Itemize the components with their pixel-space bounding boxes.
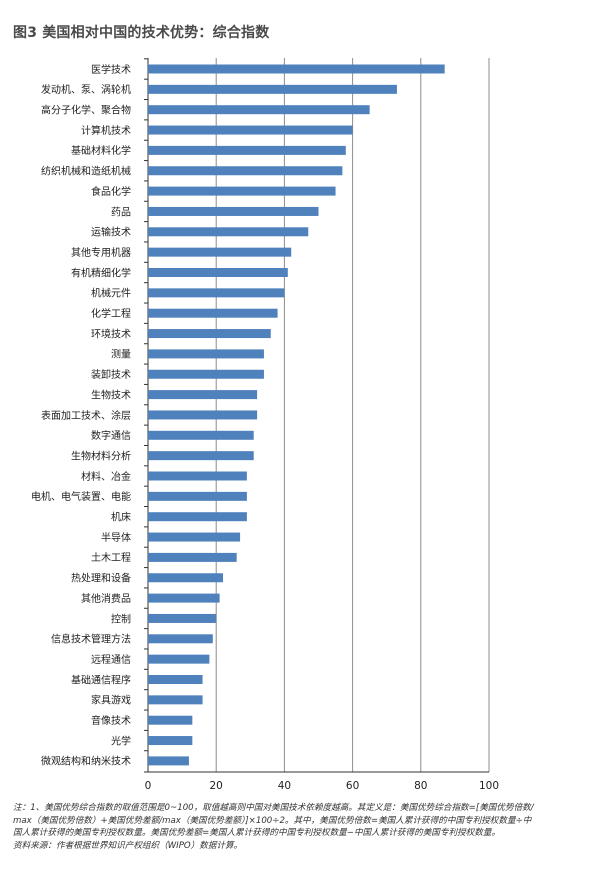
bar	[148, 145, 346, 155]
category-label: 数字通信	[91, 429, 131, 442]
bar	[148, 410, 258, 420]
bar	[148, 430, 254, 440]
category-label: 纺织机械和造纸机械	[41, 165, 131, 178]
category-label: 微观结构和纳米技术	[41, 755, 131, 768]
bar	[148, 288, 285, 298]
category-label: 控制	[111, 612, 131, 625]
bar	[148, 532, 241, 542]
x-tick-label: 100	[479, 780, 499, 792]
category-label: 电机、电气装置、电能	[31, 490, 131, 503]
bar-chart: 医学技术发动机、泵、涡轮机高分子化学、聚合物计算机技术基础材料化学纺织机械和造纸…	[31, 58, 499, 792]
category-label: 环境技术	[91, 327, 131, 340]
category-label: 有机精细化学	[71, 266, 131, 279]
category-label: 生物材料分析	[71, 449, 131, 462]
bar	[148, 736, 193, 746]
bar	[148, 369, 264, 379]
category-label: 测量	[111, 348, 131, 361]
bar	[148, 715, 193, 725]
category-label: 装卸技术	[91, 368, 131, 381]
bar	[148, 451, 254, 461]
bar	[148, 675, 203, 684]
category-label: 化学工程	[91, 307, 131, 320]
bar	[148, 512, 247, 522]
bar	[148, 105, 370, 115]
x-tick-label: 80	[414, 780, 427, 792]
bar	[148, 247, 292, 257]
bar	[148, 552, 237, 562]
source-line: 资料来源：作者根据世界知识产权组织（WIPO）数据计算。	[13, 840, 243, 851]
chart-title: 图3 美国相对中国的技术优势：综合指数	[13, 25, 270, 41]
bar	[148, 268, 288, 277]
bar	[148, 166, 343, 176]
bar	[148, 84, 397, 94]
category-label: 半导体	[101, 531, 131, 544]
bar	[148, 125, 353, 135]
category-label: 运输技术	[91, 226, 131, 239]
category-label: 信息技术管理方法	[51, 633, 131, 646]
category-label: 医学技术	[91, 63, 131, 76]
bar	[148, 206, 319, 216]
bar	[148, 308, 278, 318]
category-label: 发动机、泵、涡轮机	[41, 83, 131, 96]
bar	[148, 593, 220, 603]
category-label: 表面加工技术、涂层	[41, 409, 131, 422]
x-tick-label: 60	[346, 780, 359, 792]
category-label: 机床	[111, 511, 131, 524]
bar	[148, 64, 445, 74]
bar	[148, 613, 217, 623]
category-label: 土木工程	[91, 551, 131, 564]
category-label: 音像技术	[91, 714, 131, 727]
category-label: 高分子化学、聚合物	[41, 104, 131, 117]
note-line: 国人累计获得的美国专利授权数量。美国优势差额=美国人累计获得的中国专利授权数量−…	[13, 828, 501, 838]
chart-notes: 注：1、美国优势综合指数的取值范围是0~100，取值越高则中国对美国技术依赖度越…	[13, 802, 588, 852]
bar	[148, 227, 309, 237]
category-label: 基础材料化学	[71, 144, 131, 157]
bar	[148, 654, 210, 664]
bar	[148, 349, 264, 359]
category-label: 食品化学	[91, 185, 131, 198]
category-label: 其他专用机器	[71, 246, 131, 259]
x-tick-label: 20	[210, 780, 223, 792]
category-label: 材料、冶金	[81, 470, 131, 483]
category-label: 生物技术	[91, 388, 131, 401]
category-label: 基础通信程序	[71, 673, 131, 686]
note-line: max（美国优势倍数）+美国优势差额/max（美国优势差额）]×100÷2。其中…	[13, 815, 532, 826]
x-tick-label: 40	[278, 780, 291, 792]
category-label: 热处理和设备	[71, 572, 131, 585]
bar	[148, 634, 213, 644]
category-label: 光学	[111, 734, 131, 747]
bar	[148, 695, 203, 705]
note-line: 注：1、美国优势综合指数的取值范围是0~100，取值越高则中国对美国技术依赖度越…	[13, 803, 534, 813]
bar	[148, 390, 258, 400]
category-label: 计算机技术	[81, 124, 131, 137]
category-label: 药品	[111, 206, 131, 218]
category-label: 其他消费品	[81, 592, 131, 605]
category-label: 家具游戏	[91, 694, 131, 707]
category-label: 机械元件	[91, 287, 131, 300]
bar	[148, 491, 247, 501]
bar	[148, 186, 336, 196]
bar	[148, 329, 271, 339]
bar	[148, 471, 247, 481]
bar	[148, 573, 224, 583]
x-tick-label: 0	[145, 780, 152, 792]
category-label: 远程通信	[91, 654, 131, 666]
bar	[148, 756, 189, 766]
